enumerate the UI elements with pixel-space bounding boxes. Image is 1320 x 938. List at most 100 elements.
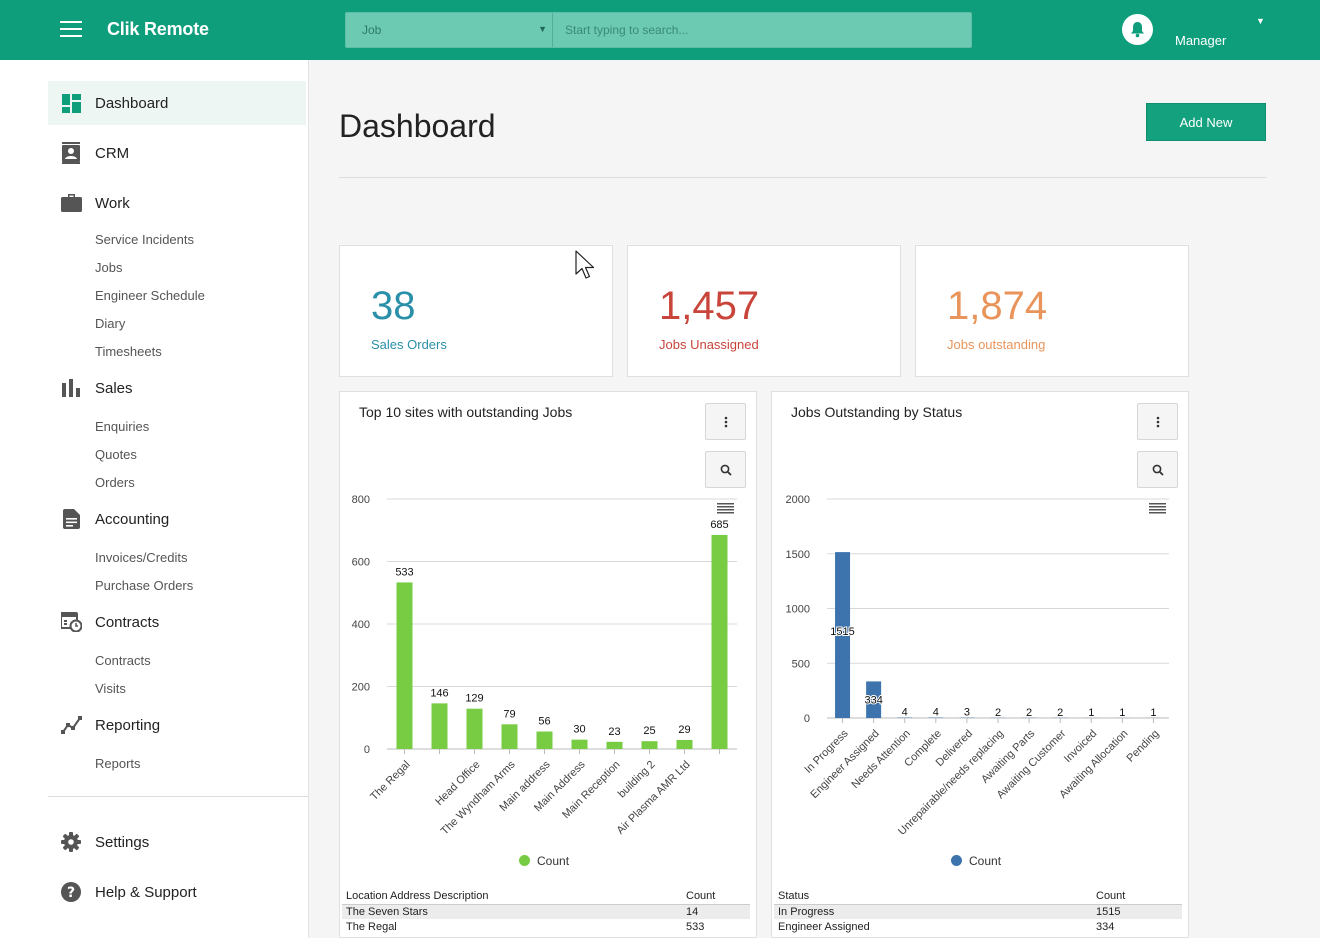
chevron-down-icon[interactable]: ▼ [1256,16,1265,26]
sidebar-item-label: Contracts [95,613,160,631]
y-tick-label: 0 [364,744,370,756]
sidebar-subitem[interactable]: Invoices/Credits [95,550,188,565]
bar [396,582,413,749]
sidebar-subitem[interactable]: Service Incidents [95,232,194,247]
stat-card-jobs-unassigned[interactable]: 1,457 Jobs Unassigned [627,245,901,377]
more-options-icon[interactable] [1137,403,1178,440]
table-cell-link[interactable]: In Progress [774,904,1092,919]
bar [501,724,518,749]
data-table: Status Count In Progress 1515 Engineer A… [774,889,1182,934]
contact-card-icon [60,142,82,164]
sidebar-item-sales[interactable]: Sales [48,366,306,410]
line-chart-icon [60,714,82,736]
search-icon[interactable] [705,451,746,488]
bar [676,739,693,749]
data-label: 3 [964,707,970,719]
legend-label[interactable]: Count [537,854,570,868]
help-icon: ? [60,881,82,903]
sidebar-item-reporting[interactable]: Reporting [48,703,306,747]
user-menu-name[interactable]: Manager [1175,33,1227,48]
bar [606,741,623,749]
data-label: 30 [573,724,585,736]
chart-menu-line [717,512,734,514]
sidebar-item-settings[interactable]: Settings [48,820,306,864]
stat-label: Jobs Unassigned [659,337,759,352]
y-tick-label: 1500 [786,549,810,561]
table-row[interactable]: In Progress 1515 [774,904,1182,919]
column-header[interactable]: Status [774,889,1092,905]
sidebar-subitem[interactable]: Timesheets [95,344,162,359]
document-icon [60,508,82,530]
sidebar-item-label: Work [95,194,130,212]
y-tick-label: 1000 [786,604,810,616]
stat-value: 1,874 [947,284,1048,328]
stat-card-jobs-outstanding[interactable]: 1,874 Jobs outstanding [915,245,1189,377]
more-options-icon[interactable] [705,403,746,440]
sidebar-subitem[interactable]: Jobs [95,260,123,275]
stat-label: Sales Orders [371,337,447,352]
sidebar-item-help[interactable]: ? Help & Support [48,870,306,914]
sidebar-subitem[interactable]: Diary [95,316,126,331]
sidebar-subitem[interactable]: Orders [95,475,135,490]
sidebar: Dashboard CRM Work Service Incidents Job… [0,60,309,938]
mouse-cursor-icon [575,250,595,279]
bar [835,552,851,718]
bell-icon[interactable] [1122,14,1153,45]
menu-icon[interactable] [60,21,82,37]
chart-title: Jobs Outstanding by Status [791,404,963,420]
sidebar-item-contracts[interactable]: Contracts [48,600,306,644]
table-row[interactable]: Engineer Assigned 334 [774,919,1182,934]
sidebar-item-work[interactable]: Work [48,181,306,225]
bar [866,681,882,718]
top-bar: Clik Remote Job ▼ Manager ▼ [0,0,1320,60]
chart-menu-line [717,503,734,505]
bar [571,739,588,749]
sidebar-subitem[interactable]: Enquiries [95,419,150,434]
data-label: 1515 [830,626,854,638]
sidebar-subitem[interactable]: Engineer Schedule [95,288,205,303]
sidebar-item-label: CRM [95,144,130,162]
sidebar-subitem[interactable]: Contracts [95,653,151,668]
app-title: Clik Remote [107,19,209,39]
column-header[interactable]: Location Address Description [342,889,682,905]
legend-marker [951,855,962,866]
search-input[interactable] [554,13,971,47]
data-label: 2 [1057,707,1063,719]
sidebar-subitem[interactable]: Quotes [95,447,137,462]
table-cell: 334 [1096,920,1115,933]
page-title: Dashboard [339,108,496,144]
sidebar-subitem[interactable]: Visits [95,681,126,696]
data-label: 1 [1150,707,1156,719]
sidebar-item-label: Help & Support [95,883,197,901]
sidebar-item-label: Accounting [95,510,170,528]
y-tick-label: 600 [352,557,370,569]
search-icon[interactable] [1137,451,1178,488]
sidebar-subitem[interactable]: Purchase Orders [95,578,194,593]
chevron-down-icon: ▼ [538,24,547,34]
table-cell-link[interactable]: Engineer Assigned [778,920,870,933]
data-label: 4 [902,707,908,719]
chart-menu-line [1149,506,1166,508]
sidebar-item-accounting[interactable]: Accounting [48,497,306,541]
y-tick-label: 800 [352,494,370,506]
table-row[interactable]: The Seven Stars 14 [342,904,750,919]
sidebar-item-label: Sales [95,379,133,397]
table-row[interactable]: The Regal 533 [342,919,750,934]
column-header[interactable]: Count [682,889,750,905]
add-new-button[interactable]: Add New [1146,103,1266,141]
column-header[interactable]: Count [1092,889,1182,905]
sidebar-subitem[interactable]: Reports [95,756,141,771]
search-category-select[interactable]: Job ▼ [346,13,553,47]
chart-card-top-sites: Top 10 sites with outstanding Jobs 0 200 4… [339,391,757,938]
legend-label[interactable]: Count [969,854,1002,868]
dashboard-icon [60,92,82,114]
sidebar-item-dashboard[interactable]: Dashboard [48,81,306,125]
stat-card-sales-orders[interactable]: 38 Sales Orders [339,245,613,377]
chart-menu-icon [1149,503,1166,514]
briefcase-icon [60,192,82,214]
chart-menu-line [717,506,734,508]
table-cell: 1515 [1092,904,1182,919]
sidebar-item-crm[interactable]: CRM [48,131,306,175]
search-category-value: Job [362,23,382,37]
